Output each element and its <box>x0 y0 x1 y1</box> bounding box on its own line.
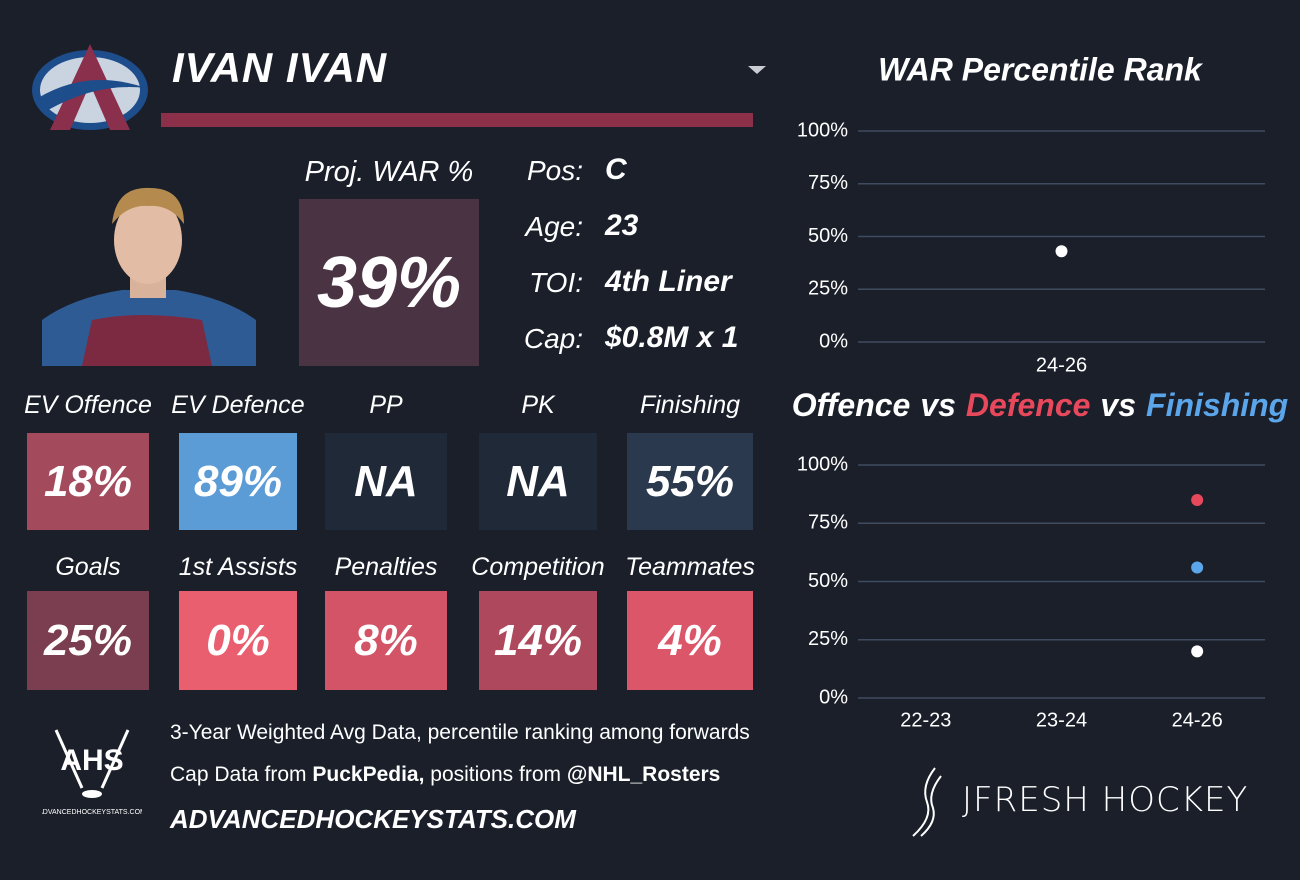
info-value: 4th Liner <box>605 265 732 298</box>
y-tick-label: 25% <box>808 628 848 650</box>
tile-value: NA <box>325 433 447 530</box>
tile-label: Penalties <box>334 553 438 581</box>
point <box>1055 245 1068 258</box>
title-separator: vs <box>920 387 956 423</box>
chart-title: Offence vs Defence vs Finishing <box>792 387 1288 423</box>
ahs-caption: ADVANCEDHOCKEYSTATS.COM <box>42 809 142 816</box>
tile-value: 55% <box>627 433 753 530</box>
team-logo <box>32 44 148 130</box>
footer-credits: Cap Data from PuckPedia, positions from … <box>170 763 720 787</box>
y-tick-label: 50% <box>808 225 848 247</box>
tile-label: Competition <box>471 553 605 581</box>
info-label: Cap: <box>523 323 583 354</box>
info-value: $0.8M x 1 <box>605 321 739 354</box>
info-value: 23 <box>605 209 639 242</box>
tile-value: 14% <box>479 591 597 690</box>
chart-title: WAR Percentile Rank <box>878 51 1204 87</box>
player-photo <box>42 187 256 366</box>
point <box>1191 645 1204 658</box>
point <box>1191 561 1204 574</box>
tile-value: NA <box>479 433 597 530</box>
tile-label: PK <box>521 391 555 419</box>
info-label: TOI: <box>529 267 583 298</box>
y-tick-label: 0% <box>819 686 848 708</box>
y-tick-label: 100% <box>797 119 848 141</box>
y-tick-label: 25% <box>808 278 848 300</box>
proj-war-value: 39% <box>299 199 479 366</box>
footer-credit-part: @NHL_Rosters <box>566 763 721 786</box>
x-tick-label: 22-23 <box>900 709 951 731</box>
name-underline <box>161 113 753 127</box>
tile-label: EV Defence <box>171 391 305 419</box>
ahs-logo-text: AHS <box>60 744 123 777</box>
tile-label: PP <box>369 391 403 419</box>
info-label: Pos: <box>526 155 583 186</box>
info-label: Age: <box>525 211 583 242</box>
footer-site: ADVANCEDHOCKEYSTATS.COM <box>170 804 576 834</box>
player-name: IVAN IVAN <box>172 44 388 91</box>
tile-value: 25% <box>27 591 149 690</box>
tile-label: Teammates <box>625 553 755 581</box>
tile-label: Finishing <box>639 391 741 419</box>
legend-entry: Defence <box>966 387 1091 423</box>
point <box>1191 493 1204 506</box>
proj-war-label: Proj. WAR % <box>304 156 474 188</box>
legend-entry: Offence <box>792 387 911 423</box>
tile-label: Goals <box>55 553 121 581</box>
tile-value: 89% <box>179 433 297 530</box>
footer-note: 3-Year Weighted Avg Data, percentile ran… <box>170 721 750 744</box>
tile-value: 0% <box>179 591 297 690</box>
footer-credit-part: positions from <box>424 763 567 786</box>
tile-label: 1st Assists <box>178 553 298 581</box>
y-tick-label: 100% <box>797 453 848 475</box>
info-value: C <box>605 153 627 186</box>
y-tick-label: 75% <box>808 512 848 534</box>
tile-value: 4% <box>627 591 753 690</box>
y-tick-label: 0% <box>819 330 848 352</box>
legend-entry: Finishing <box>1146 387 1288 423</box>
brand-icon <box>912 767 942 837</box>
brand: JFRESH HOCKEY <box>962 780 1249 820</box>
y-tick-label: 75% <box>808 172 848 194</box>
tile-label: EV Offence <box>24 391 152 419</box>
dropdown[interactable] <box>748 66 766 74</box>
title-separator: vs <box>1100 387 1136 423</box>
y-tick-label: 50% <box>808 570 848 592</box>
x-tick-label: 24-26 <box>1036 354 1087 376</box>
x-tick-label: 24-26 <box>1172 709 1223 731</box>
x-tick-label: 23-24 <box>1036 709 1087 731</box>
tile-value: 8% <box>325 591 447 690</box>
ahs-logo: AHS ADVANCEDHOCKEYSTATS.COM <box>42 729 142 816</box>
tile-value: 18% <box>27 433 149 530</box>
footer-credit-part: PuckPedia, <box>312 763 425 786</box>
footer-credit-part: Cap Data from <box>170 763 313 786</box>
